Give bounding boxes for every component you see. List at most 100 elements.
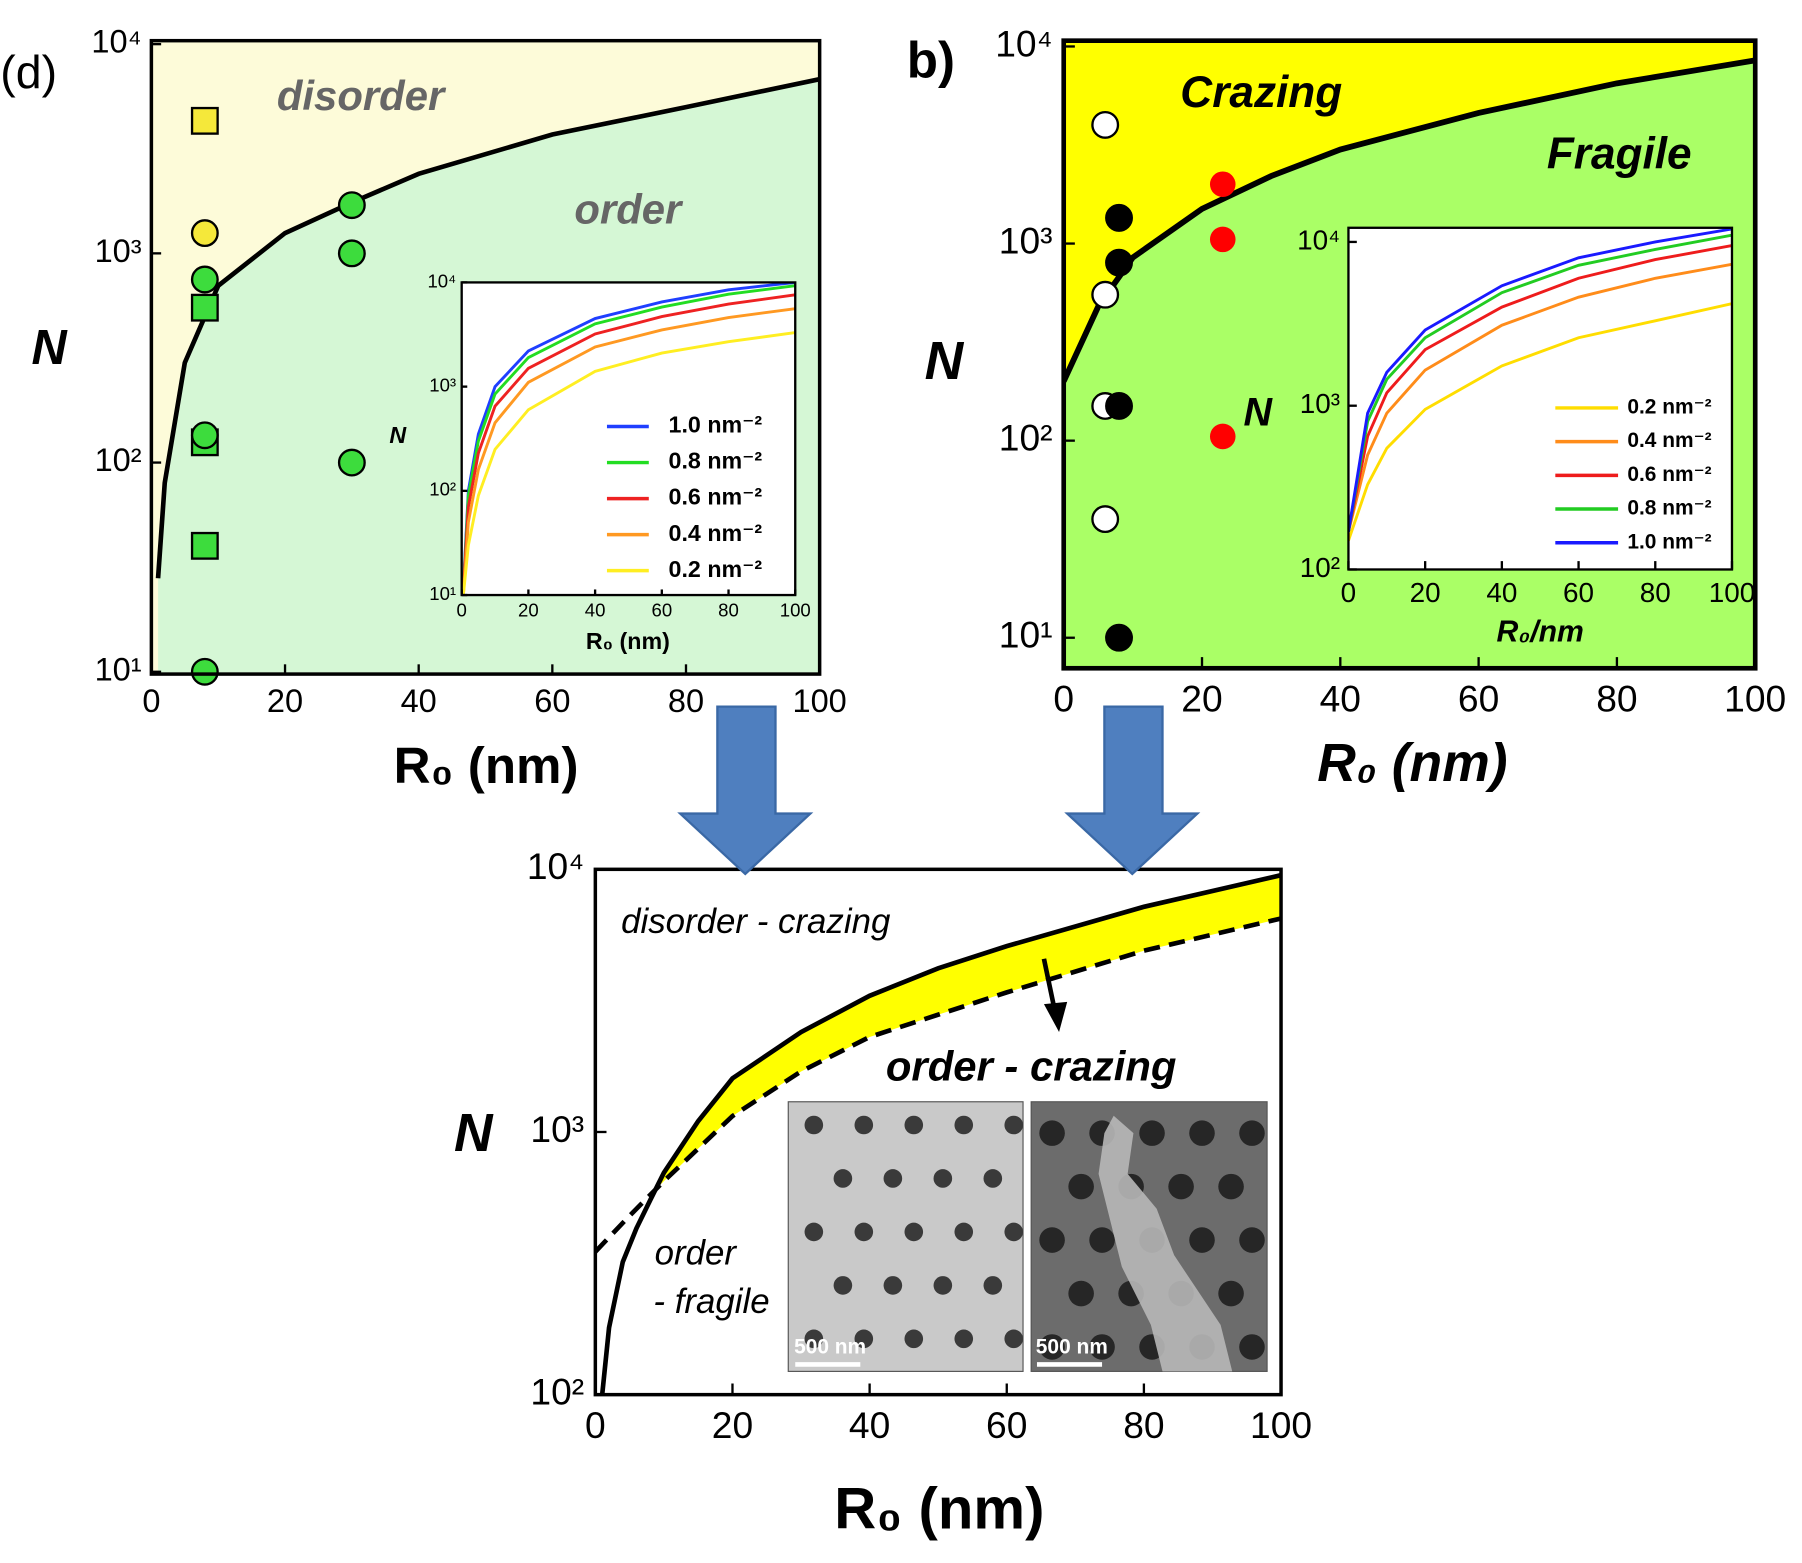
x-tick-label: 0 xyxy=(142,683,160,719)
flow-arrow xyxy=(677,705,814,876)
flow-arrow xyxy=(1064,705,1201,876)
circle-marker xyxy=(337,448,366,477)
micrographs xyxy=(787,1101,1268,1372)
legend-label: 0.4 nm⁻² xyxy=(1627,429,1711,452)
x-tick-label: 80 xyxy=(1640,577,1671,608)
series-line xyxy=(1348,244,1732,533)
x-axis-label: R₀ (nm) xyxy=(394,737,579,794)
scale-bar-label: 500 nm xyxy=(1036,1336,1108,1359)
micrograph-dot xyxy=(983,1276,1003,1295)
y-tick-label: 10³ xyxy=(530,1108,584,1150)
x-tick-label: 60 xyxy=(1458,678,1499,720)
y-tick-label: 10⁴ xyxy=(427,270,456,291)
x-tick-label: 0 xyxy=(1341,577,1357,608)
legend-label: 1.0 nm⁻² xyxy=(669,412,763,438)
micrograph-dot xyxy=(1068,1173,1094,1200)
micrograph-dot xyxy=(1239,1120,1265,1146)
micrograph-dot xyxy=(1089,1334,1115,1360)
circle-marker xyxy=(1091,110,1120,139)
legend-label: 0.4 nm⁻² xyxy=(669,520,763,546)
x-axis-label: R₀ (nm) xyxy=(834,1477,1044,1542)
y-tick-label: 10² xyxy=(999,416,1053,458)
circle-marker xyxy=(1105,248,1133,277)
circle-marker xyxy=(1091,505,1120,534)
x-tick-label: 60 xyxy=(1563,577,1594,608)
micrograph xyxy=(787,1101,1024,1372)
micrograph-dot xyxy=(904,1329,924,1349)
legend-label: 1.0 nm⁻² xyxy=(1627,530,1711,553)
panel-b-inset: 0.2 nm⁻² 0.4 nm⁻² 0.6 nm⁻² 0.8 nm⁻² 1.0 nm⁻²… xyxy=(1297,224,1755,608)
y-tick-label: 10⁴ xyxy=(91,24,141,60)
panel-label: (d) xyxy=(0,46,57,98)
region-label: Fragile xyxy=(1547,130,1692,179)
x-tick-label: 40 xyxy=(849,1404,890,1446)
x-tick-label: 40 xyxy=(1486,577,1517,608)
micrograph-dot xyxy=(854,1222,874,1242)
plot-frame xyxy=(149,38,822,676)
legend-label: 0.8 nm⁻² xyxy=(1627,497,1711,520)
circle-marker xyxy=(337,191,366,220)
x-tick-label: 40 xyxy=(1320,678,1361,720)
micrograph-dot xyxy=(1004,1115,1024,1135)
micrograph-dot xyxy=(804,1222,824,1242)
region-label: - fragile xyxy=(653,1282,769,1321)
plot-background xyxy=(1348,227,1732,570)
x-tick-label: 0 xyxy=(1053,678,1074,720)
plot-area xyxy=(461,282,796,596)
x-axis-label: R₀ (nm) xyxy=(1317,734,1507,793)
square-marker xyxy=(190,293,219,322)
circle-marker xyxy=(1091,280,1120,309)
x-tick-label: 80 xyxy=(718,600,739,621)
plot-frame xyxy=(460,281,797,597)
legend-label: 0.6 nm⁻² xyxy=(669,484,763,510)
micrograph-dot xyxy=(883,1276,903,1295)
legend-label: 0.6 nm⁻² xyxy=(1627,463,1711,486)
x-tick-label: 100 xyxy=(1709,577,1756,608)
micrograph-dot xyxy=(804,1329,824,1349)
y-tick-label: 10⁴ xyxy=(1297,224,1340,255)
micrograph-dot xyxy=(854,1329,874,1349)
x-tick-label: 20 xyxy=(518,600,539,621)
micrograph-dot xyxy=(954,1115,974,1135)
series-line xyxy=(461,284,796,591)
series-line xyxy=(461,307,796,596)
micrograph-dot xyxy=(833,1276,853,1295)
x-tick-label: 20 xyxy=(1181,678,1222,720)
y-tick-label: 10² xyxy=(95,442,142,478)
region-label: disorder xyxy=(277,72,447,119)
x-axis-label: R₀/nm xyxy=(1496,615,1583,648)
x-tick-label: 60 xyxy=(534,683,570,719)
micrograph-dot xyxy=(1004,1222,1024,1242)
circle-marker xyxy=(1209,226,1236,253)
x-tick-label: 100 xyxy=(793,683,847,719)
micrograph-dot xyxy=(904,1115,924,1135)
micrograph-dot xyxy=(954,1329,974,1349)
micrograph-dot xyxy=(1239,1227,1265,1253)
x-axis-label: R₀ (nm) xyxy=(586,628,670,654)
micrograph-dot xyxy=(904,1222,924,1242)
micrograph-dot xyxy=(833,1169,853,1188)
x-tick-label: 100 xyxy=(780,600,811,621)
y-tick-label: 10² xyxy=(1300,552,1340,583)
y-tick-label: 10¹ xyxy=(999,614,1053,656)
craze-band xyxy=(1098,1115,1233,1372)
series-line xyxy=(461,293,796,591)
micrograph-dot xyxy=(1189,1227,1215,1253)
legend-label: 0.2 nm⁻² xyxy=(1627,395,1711,418)
x-tick-label: 40 xyxy=(585,600,606,621)
x-tick-label: 60 xyxy=(986,1404,1027,1446)
circle-marker xyxy=(1105,623,1133,652)
micrograph-dot xyxy=(1089,1227,1115,1253)
y-tick-label: 10² xyxy=(429,479,456,500)
series-line xyxy=(1348,262,1732,533)
micrograph-dot xyxy=(1039,1334,1065,1360)
series-line xyxy=(1348,302,1732,542)
scale-bar-label: 500 nm xyxy=(794,1336,866,1359)
micrograph-dot xyxy=(804,1115,824,1135)
x-tick-label: 80 xyxy=(1596,678,1637,720)
x-tick-label: 0 xyxy=(457,600,467,621)
series-line xyxy=(595,916,1282,1254)
circle-marker xyxy=(1209,423,1236,450)
y-tick-label: 10² xyxy=(530,1370,584,1412)
